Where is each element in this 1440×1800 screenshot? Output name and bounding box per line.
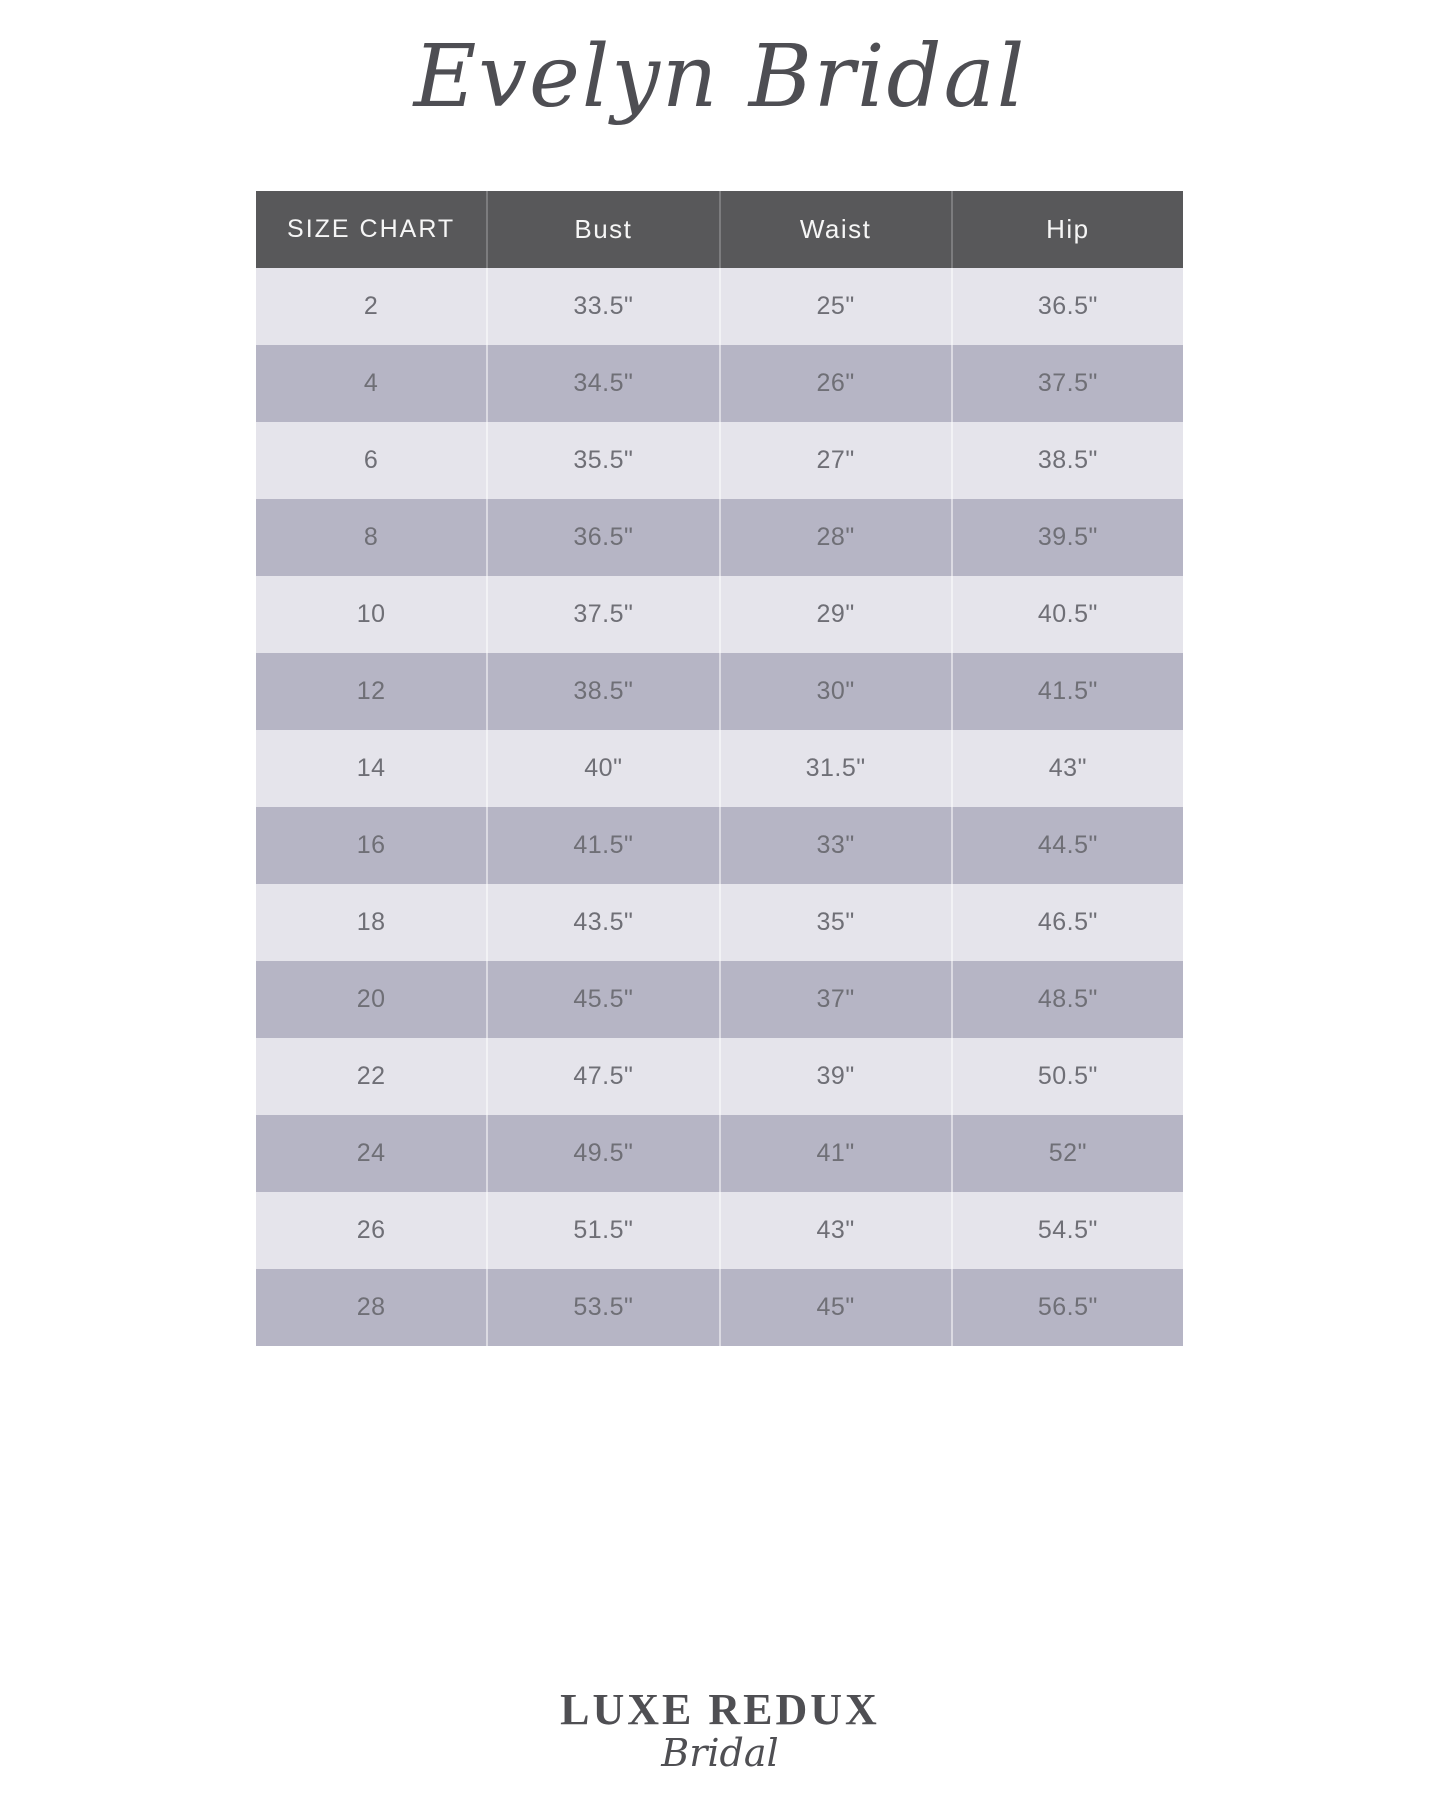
table-cell: 43" [718, 1192, 951, 1269]
table-row: 8 36.5" 28" 39.5" [256, 499, 1183, 576]
table-cell: 33" [718, 807, 951, 884]
table-cell: 38.5" [950, 422, 1183, 499]
header-bust: Bust [486, 191, 718, 268]
table-cell: 28" [718, 499, 951, 576]
table-row: 26 51.5" 43" 54.5" [256, 1192, 1183, 1269]
header-size-chart: SIZE CHART [287, 215, 456, 243]
table-cell: 25" [718, 268, 951, 345]
table-cell: 16 [356, 831, 386, 859]
table-row: 18 43.5" 35" 46.5" [256, 884, 1183, 961]
table-cell: 56.5" [950, 1269, 1183, 1346]
brand-title: Evelyn Bridal [413, 27, 1027, 127]
table-cell: 41.5" [486, 807, 718, 884]
table-cell: 20 [356, 985, 386, 1013]
table-cell: 50.5" [950, 1038, 1183, 1115]
table-cell: 40" [486, 730, 718, 807]
table-cell: 35.5" [486, 422, 718, 499]
header-hip: Hip [950, 191, 1183, 268]
table-cell: 6 [363, 446, 379, 474]
table-cell: 54.5" [950, 1192, 1183, 1269]
table-cell: 26 [356, 1216, 386, 1244]
table-cell: 27" [718, 422, 951, 499]
size-chart-table: SIZE CHART Bust Waist Hip 2 33.5" 25" 36.5"… [256, 191, 1183, 1346]
table-cell: 37.5" [486, 576, 718, 653]
table-row: 20 45.5" 37" 48.5" [256, 961, 1183, 1038]
table-row: 12 38.5" 30" 41.5" [256, 653, 1183, 730]
table-cell: 8 [363, 523, 379, 551]
table-cell: 31.5" [718, 730, 951, 807]
table-cell: 51.5" [486, 1192, 718, 1269]
footer-logo: LUXE REDUX Bridal [0, 1685, 1440, 1775]
table-cell: 47.5" [486, 1038, 718, 1115]
table-cell: 53.5" [486, 1269, 718, 1346]
table-row: 10 37.5" 29" 40.5" [256, 576, 1183, 653]
table-cell: 45.5" [486, 961, 718, 1038]
table-header-row: SIZE CHART Bust Waist Hip [256, 191, 1183, 268]
table-cell: 12 [356, 677, 386, 705]
header-waist: Waist [718, 191, 951, 268]
table-row: 22 47.5" 39" 50.5" [256, 1038, 1183, 1115]
table-cell: 37.5" [950, 345, 1183, 422]
table-cell: 29" [718, 576, 951, 653]
table-cell: 49.5" [486, 1115, 718, 1192]
table-row: 24 49.5" 41" 52" [256, 1115, 1183, 1192]
table-cell: 26" [718, 345, 951, 422]
table-cell: 22 [356, 1062, 386, 1090]
table-cell: 2 [363, 292, 379, 320]
table-cell: 36.5" [950, 268, 1183, 345]
table-cell: 43" [950, 730, 1183, 807]
table-row: 2 33.5" 25" 36.5" [256, 268, 1183, 345]
table-cell: 36.5" [486, 499, 718, 576]
table-cell: 39" [718, 1038, 951, 1115]
table-cell: 14 [356, 754, 386, 782]
table-cell: 30" [718, 653, 951, 730]
table-cell: 39.5" [950, 499, 1183, 576]
table-cell: 43.5" [486, 884, 718, 961]
table-cell: 45" [718, 1269, 951, 1346]
table-row: 4 34.5" 26" 37.5" [256, 345, 1183, 422]
table-cell: 52" [950, 1115, 1183, 1192]
table-cell: 33.5" [486, 268, 718, 345]
table-cell: 34.5" [486, 345, 718, 422]
table-cell: 41.5" [950, 653, 1183, 730]
table-cell: 46.5" [950, 884, 1183, 961]
footer-logo-wordmark: LUXE REDUX [560, 1685, 880, 1734]
table-cell: 4 [363, 369, 379, 397]
table-cell: 10 [356, 600, 386, 628]
table-cell: 44.5" [950, 807, 1183, 884]
table-cell: 37" [718, 961, 951, 1038]
table-cell: 18 [356, 908, 386, 936]
table-cell: 38.5" [486, 653, 718, 730]
table-cell: 35" [718, 884, 951, 961]
table-row: 14 40" 31.5" 43" [256, 730, 1183, 807]
table-body: 2 33.5" 25" 36.5" 4 34.5" 26" 37.5" 6 35.5" 27" 38.… [256, 268, 1183, 1346]
table-cell: 41" [718, 1115, 951, 1192]
table-cell: 28 [356, 1293, 386, 1321]
table-row: 28 53.5" 45" 56.5" [256, 1269, 1183, 1346]
table-cell: 48.5" [950, 961, 1183, 1038]
table-row: 16 41.5" 33" 44.5" [256, 807, 1183, 884]
table-cell: 24 [356, 1139, 386, 1167]
table-cell: 40.5" [950, 576, 1183, 653]
table-row: 6 35.5" 27" 38.5" [256, 422, 1183, 499]
footer-logo-script: Bridal [661, 1731, 779, 1775]
